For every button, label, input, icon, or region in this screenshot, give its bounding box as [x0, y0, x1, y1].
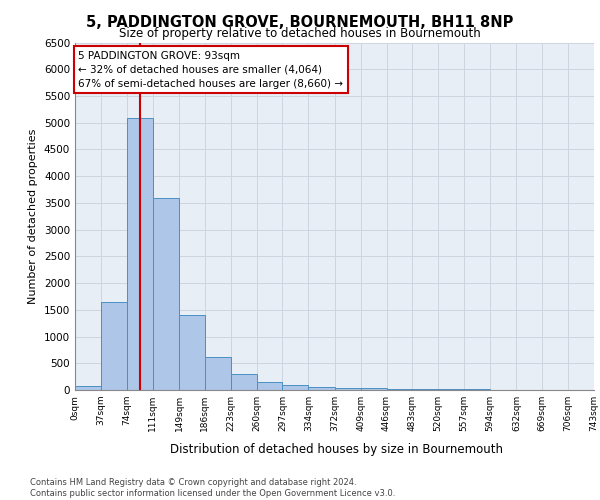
- Bar: [335, 388, 361, 390]
- Text: 5, PADDINGTON GROVE, BOURNEMOUTH, BH11 8NP: 5, PADDINGTON GROVE, BOURNEMOUTH, BH11 8…: [86, 15, 514, 30]
- Bar: [283, 385, 308, 390]
- Bar: [412, 389, 438, 390]
- Bar: [101, 302, 127, 390]
- Bar: [386, 388, 412, 390]
- Bar: [231, 374, 257, 390]
- Bar: [127, 118, 152, 390]
- Text: Size of property relative to detached houses in Bournemouth: Size of property relative to detached ho…: [119, 28, 481, 40]
- Bar: [179, 314, 205, 390]
- Bar: [75, 386, 101, 390]
- Text: Contains HM Land Registry data © Crown copyright and database right 2024.
Contai: Contains HM Land Registry data © Crown c…: [30, 478, 395, 498]
- Bar: [152, 198, 179, 390]
- Text: 5 PADDINGTON GROVE: 93sqm
← 32% of detached houses are smaller (4,064)
67% of se: 5 PADDINGTON GROVE: 93sqm ← 32% of detac…: [79, 50, 343, 88]
- Y-axis label: Number of detached properties: Number of detached properties: [28, 128, 38, 304]
- Bar: [257, 382, 283, 390]
- Bar: [205, 357, 231, 390]
- Bar: [308, 387, 335, 390]
- Text: Distribution of detached houses by size in Bournemouth: Distribution of detached houses by size …: [170, 442, 503, 456]
- Bar: [361, 388, 386, 390]
